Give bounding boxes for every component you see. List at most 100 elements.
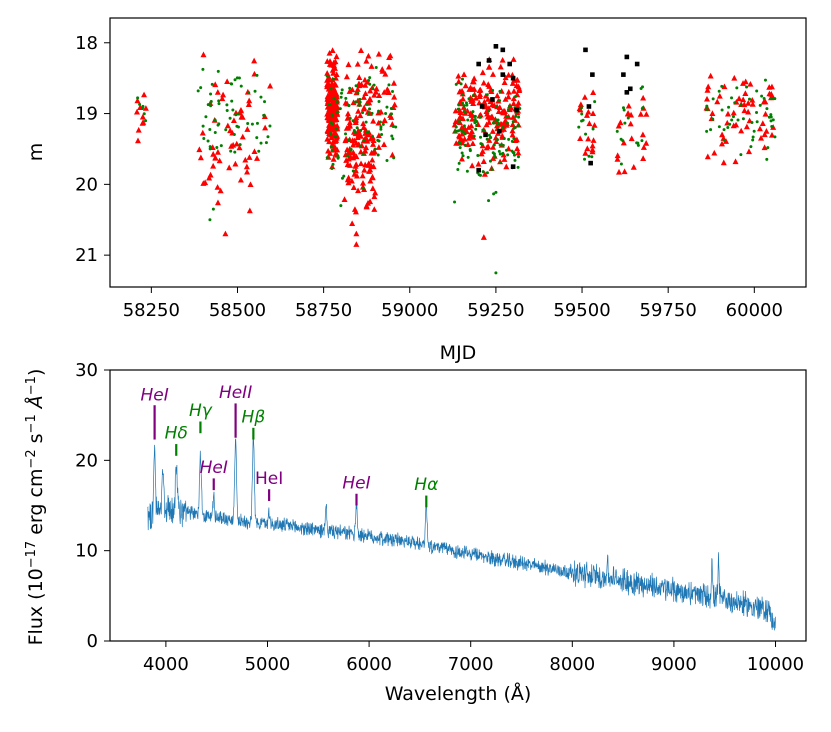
data-point-square bbox=[476, 61, 481, 67]
data-point-dot bbox=[717, 125, 721, 129]
data-point-dot bbox=[626, 116, 630, 120]
data-point-dot bbox=[354, 100, 358, 104]
data-point-dot bbox=[255, 73, 259, 77]
data-point-triangle bbox=[707, 72, 714, 79]
data-point-dot bbox=[370, 134, 374, 138]
ylabel-part: Flux (10 bbox=[25, 568, 47, 645]
data-point-triangle bbox=[489, 71, 496, 77]
data-point-triangle bbox=[353, 172, 360, 179]
data-point-square bbox=[627, 86, 633, 92]
data-point-triangle bbox=[361, 166, 368, 173]
data-point-dot bbox=[763, 78, 767, 82]
data-point-triangle bbox=[639, 131, 646, 138]
data-point-dot bbox=[373, 147, 377, 151]
data-point-triangle bbox=[456, 107, 463, 113]
data-point-triangle bbox=[456, 88, 463, 95]
data-point-triangle bbox=[329, 81, 336, 88]
data-point-dot bbox=[498, 160, 502, 164]
data-point-dot bbox=[361, 152, 365, 156]
data-point-triangle bbox=[502, 96, 509, 102]
data-point-triangle bbox=[375, 50, 382, 57]
line-label: Hα bbox=[414, 475, 438, 495]
data-point-triangle bbox=[224, 122, 231, 129]
data-point-dot bbox=[461, 154, 465, 158]
data-point-triangle bbox=[469, 162, 476, 169]
data-point-dot bbox=[755, 111, 759, 115]
data-point-triangle bbox=[480, 234, 487, 240]
data-point-triangle bbox=[359, 179, 366, 186]
data-point-dot bbox=[481, 170, 485, 174]
data-point-dot bbox=[587, 154, 591, 158]
data-point-triangle bbox=[768, 131, 775, 138]
data-point-dot bbox=[235, 76, 239, 80]
data-point-triangle bbox=[247, 181, 254, 188]
data-point-triangle bbox=[324, 110, 331, 117]
data-point-dot bbox=[460, 77, 464, 81]
data-point-dot bbox=[339, 204, 343, 208]
data-point-triangle bbox=[465, 135, 472, 141]
y-tick-label: 10 bbox=[75, 541, 98, 562]
data-point-dot bbox=[491, 151, 495, 155]
data-point-dot bbox=[327, 103, 331, 107]
data-point-triangle bbox=[743, 123, 750, 130]
x-tick-label: 5000 bbox=[245, 654, 291, 675]
data-point-triangle bbox=[479, 148, 486, 154]
data-point-dot bbox=[498, 143, 502, 147]
data-point-triangle bbox=[747, 80, 754, 87]
data-point-triangle bbox=[375, 144, 382, 150]
data-point-dot bbox=[358, 100, 362, 104]
data-point-triangle bbox=[745, 100, 752, 106]
data-point-triangle bbox=[624, 110, 631, 117]
data-point-triangle bbox=[625, 102, 632, 109]
data-point-dot bbox=[144, 119, 148, 123]
data-point-triangle bbox=[759, 120, 766, 126]
data-point-dot bbox=[457, 103, 461, 107]
data-point-dot bbox=[463, 110, 467, 114]
data-point-triangle bbox=[621, 168, 628, 175]
data-point-dot bbox=[336, 154, 340, 158]
data-point-dot bbox=[354, 84, 358, 88]
data-point-dot bbox=[264, 141, 268, 145]
data-point-triangle bbox=[468, 111, 475, 118]
data-point-triangle bbox=[362, 82, 369, 88]
data-point-dot bbox=[355, 126, 359, 130]
data-point-triangle bbox=[358, 160, 365, 167]
data-point-square bbox=[479, 104, 485, 109]
data-point-dot bbox=[640, 139, 644, 143]
data-point-dot bbox=[508, 104, 512, 108]
data-point-triangle bbox=[740, 80, 747, 86]
data-point-dot bbox=[208, 218, 212, 222]
data-point-dot bbox=[384, 111, 388, 115]
data-point-dot bbox=[464, 101, 468, 105]
data-point-dot bbox=[516, 124, 520, 128]
data-point-triangle bbox=[484, 110, 491, 117]
data-point-dot bbox=[473, 121, 477, 125]
line-label: HeI bbox=[342, 473, 370, 493]
data-point-square bbox=[500, 72, 506, 77]
data-point-dot bbox=[208, 127, 212, 131]
data-point-dot bbox=[739, 153, 743, 157]
data-point-square bbox=[586, 104, 592, 109]
data-point-triangle bbox=[456, 133, 463, 140]
data-point-dot bbox=[392, 156, 396, 160]
data-point-triangle bbox=[133, 108, 140, 115]
data-point-dot bbox=[385, 105, 389, 109]
data-point-dot bbox=[636, 143, 640, 147]
data-point-square bbox=[497, 128, 502, 134]
data-point-dot bbox=[458, 146, 462, 150]
data-point-triangle bbox=[615, 122, 622, 129]
data-point-triangle bbox=[355, 187, 362, 194]
data-point-dot bbox=[371, 86, 375, 90]
data-point-dot bbox=[736, 118, 740, 122]
data-point-dot bbox=[340, 176, 344, 180]
data-point-dot bbox=[494, 105, 498, 109]
data-point-triangle bbox=[363, 202, 370, 209]
data-point-triangle bbox=[367, 87, 374, 94]
data-point-dot bbox=[333, 134, 337, 138]
x-tick-label: 4000 bbox=[143, 654, 189, 675]
data-point-dot bbox=[206, 139, 210, 143]
data-point-triangle bbox=[237, 176, 244, 183]
data-point-triangle bbox=[705, 83, 712, 90]
data-point-triangle bbox=[363, 144, 370, 151]
